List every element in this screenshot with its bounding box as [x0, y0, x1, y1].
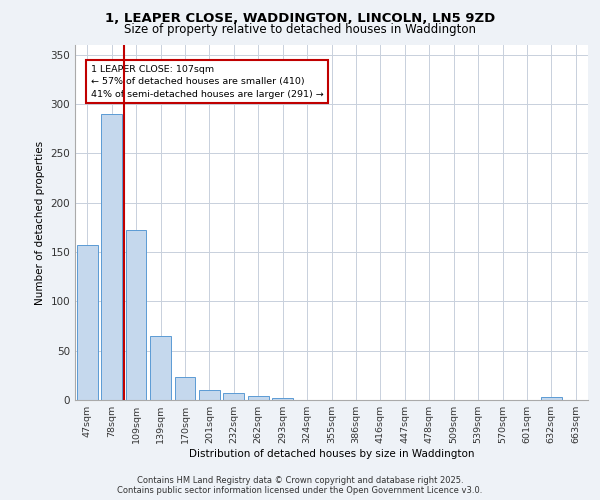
- Bar: [541, 397, 562, 400]
- Y-axis label: Number of detached properties: Number of detached properties: [35, 140, 45, 304]
- Bar: [125, 230, 146, 400]
- Text: 1, LEAPER CLOSE, WADDINGTON, LINCOLN, LN5 9ZD: 1, LEAPER CLOSE, WADDINGTON, LINCOLN, LN…: [105, 12, 495, 26]
- Bar: [272, 398, 293, 400]
- Bar: [175, 378, 196, 400]
- X-axis label: Distribution of detached houses by size in Waddington: Distribution of detached houses by size …: [189, 449, 474, 459]
- Text: Size of property relative to detached houses in Waddington: Size of property relative to detached ho…: [124, 24, 476, 36]
- Bar: [150, 336, 171, 400]
- Bar: [77, 245, 98, 400]
- Bar: [199, 390, 220, 400]
- Bar: [101, 114, 122, 400]
- Text: 1 LEAPER CLOSE: 107sqm
← 57% of detached houses are smaller (410)
41% of semi-de: 1 LEAPER CLOSE: 107sqm ← 57% of detached…: [91, 64, 323, 98]
- Bar: [248, 396, 269, 400]
- Bar: [223, 393, 244, 400]
- Text: Contains HM Land Registry data © Crown copyright and database right 2025.
Contai: Contains HM Land Registry data © Crown c…: [118, 476, 482, 495]
